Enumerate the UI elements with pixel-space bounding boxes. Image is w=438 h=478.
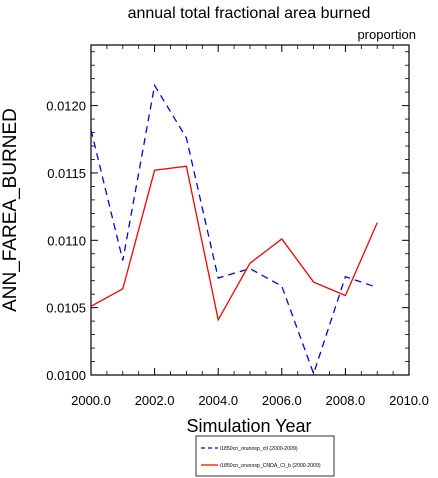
series-line-2 (90, 165, 378, 322)
series-layer (90, 83, 378, 376)
x-tick-label: 2006.0 (262, 393, 302, 408)
axis-ticks: 2000.0 2002.0 2004.0 2006.0 2008.0 2010.0 0.01… (46, 45, 429, 408)
x-tick-label: 2010.0 (389, 393, 429, 408)
legend-label-2: i1850cn_orunosp_CNDA_Cl_b (2000-2009) (220, 463, 321, 469)
legend: i1850cn_orunosp_ctl (2000-2009) i1850cn_o… (195, 435, 335, 477)
y-tick-label: 0.0120 (46, 99, 86, 114)
x-tick-label: 2004.0 (198, 393, 238, 408)
x-axis-label: Simulation Year (186, 416, 311, 436)
y-tick-label: 0.0105 (46, 301, 86, 316)
x-tick-label: 2008.0 (326, 393, 366, 408)
legend-box (195, 435, 335, 477)
y-tick-label: 0.0100 (46, 368, 86, 383)
x-tick-label: 2000.0 (71, 393, 111, 408)
legend-label-1: i1850cn_orunosp_ctl (2000-2009) (220, 446, 298, 452)
y-tick-label: 0.0115 (47, 166, 86, 181)
chart-subtitle: proportion (357, 27, 416, 42)
series-line-1 (90, 83, 378, 376)
x-tick-label: 2002.0 (135, 393, 175, 408)
y-axis-label: ANN_FAREA_BURNED (0, 108, 21, 312)
chart-title: annual total fractional area burned (128, 5, 371, 22)
y-tick-label: 0.0110 (47, 233, 86, 248)
plot-frame (90, 44, 410, 376)
